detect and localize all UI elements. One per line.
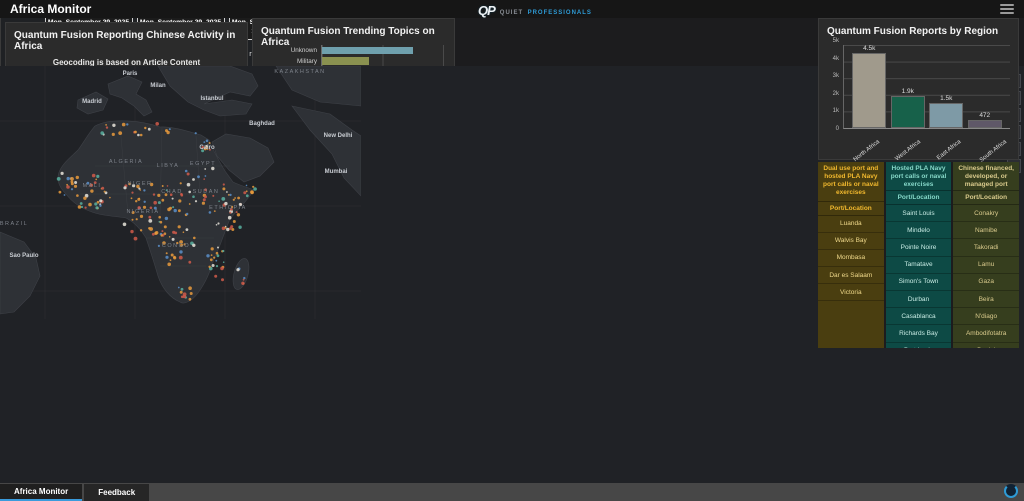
port-table-2: Chinese financed, developed, or managed … (953, 162, 1020, 348)
port-table-row: Casablanca (885, 308, 952, 326)
region-title: Quantum Fusion Reports by Region (827, 26, 999, 37)
port-table-row: Pointe Noire (885, 239, 952, 257)
basemap (0, 66, 362, 319)
port-table-row: N'diago (953, 308, 1020, 326)
region-y-axis: 5k 4k 3k 2k 1k 0 (832, 38, 839, 132)
trend-bar-row: Unknown (261, 45, 444, 56)
port-table-0: Dual use port and hosted PLA Navy port c… (818, 162, 884, 348)
feed-subtitle: Geocoding is based on Article Content (52, 58, 201, 67)
port-table-title: Chinese financed, developed, or managed … (958, 165, 1014, 189)
region-x-axis: North Africa West Africa East Africa South … (852, 139, 1008, 164)
port-table-title: Dual use port and hosted PLA Navy port c… (823, 165, 879, 197)
tab-bar: Africa Monitor Feedback (0, 483, 1024, 501)
port-table-row: Richards Bay (885, 325, 952, 343)
loading-spinner-icon (1004, 484, 1018, 498)
region-bar-chart: 4.5k 1.9k 1.5k 472 (843, 45, 1010, 129)
port-tables: Dual use port and hosted PLA Navy port c… (818, 162, 1020, 348)
port-table-row: Walvis Bay (818, 233, 884, 250)
port-table-row: Conakry (953, 205, 1020, 223)
port-table-row: Luanda (818, 216, 884, 233)
app-header: Africa Monitor QP QUIET PROFESSIONALS (0, 0, 1024, 18)
port-table-row: Namibe (953, 222, 1020, 240)
port-table-row: Ambodifotatra (953, 325, 1020, 343)
qp-logo: QP QUIET PROFESSIONALS (478, 1, 592, 19)
port-table-row: Mombasa (818, 250, 884, 268)
port-table-row: Gaza (953, 274, 1020, 291)
port-table-row: Banjul (953, 343, 1019, 348)
port-table-row: Lamu (953, 257, 1020, 274)
port-table-1: Hosted PLA Navy port calls or naval exer… (885, 162, 952, 348)
logo-word-2: PROFESSIONALS (527, 10, 592, 16)
port-table-header: Port/Location (953, 190, 1020, 205)
port-table-header: Port/Location (885, 190, 952, 205)
region-bar[interactable]: 1.5k (929, 95, 964, 128)
port-table-row: Port Louis (886, 343, 952, 348)
reports-by-region-panel: Quantum Fusion Reports by Region 5k 4k 3k 2… (818, 18, 1019, 164)
region-bar[interactable]: 1.9k (890, 88, 925, 128)
port-table-row: Takoradi (953, 239, 1020, 257)
logo-word-1: QUIET (499, 10, 524, 16)
port-table-row: Durban (885, 291, 952, 309)
port-table-row: Saint Louis (885, 205, 952, 223)
tab-feedback[interactable]: Feedback (84, 484, 150, 501)
port-table-row: Simon's Town (885, 274, 952, 291)
trend-bar[interactable] (322, 46, 413, 55)
port-table-row: Beira (953, 291, 1020, 309)
region-bar[interactable]: 472 (967, 112, 1002, 128)
feed-title: Quantum Fusion Reporting Chinese Activit… (14, 30, 236, 52)
hamburger-menu-icon[interactable] (1000, 4, 1014, 14)
port-table-row: Dar es Salaam (818, 267, 884, 285)
port-table-row: Tamatave (885, 257, 952, 274)
region-bar[interactable]: 4.5k (852, 45, 887, 128)
trend-bar-row: Military (261, 55, 444, 67)
trending-title: Quantum Fusion Trending Topics on Africa (261, 26, 435, 48)
port-table-row: Victoria (818, 284, 884, 302)
port-table-header: Port/Location (818, 200, 884, 216)
trend-bar[interactable] (322, 57, 369, 66)
page-title: Africa Monitor (10, 2, 92, 16)
tab-africa-monitor[interactable]: Africa Monitor (0, 484, 83, 501)
port-table-row: Mindelo (885, 222, 952, 240)
port-table-title: Hosted PLA Navy port calls or naval exer… (890, 165, 947, 189)
qp-logo-mark: QP (478, 2, 496, 18)
